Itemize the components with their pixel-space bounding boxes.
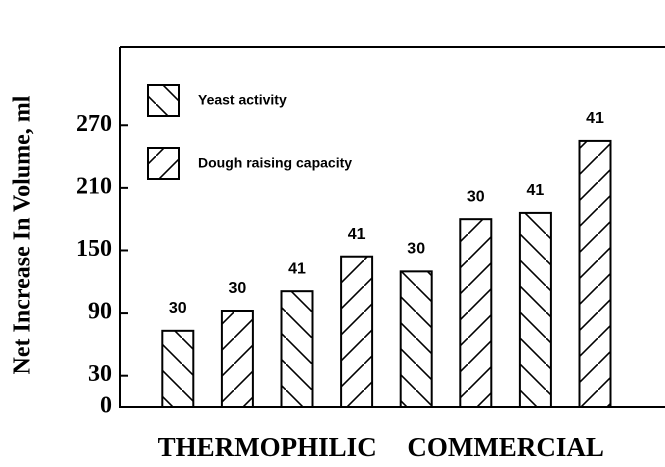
- y-tick-label: 210: [76, 173, 112, 199]
- bar: [280, 290, 314, 409]
- y-tick-label: 270: [76, 111, 112, 137]
- bar-label: 30: [467, 188, 485, 205]
- bar-label: 41: [288, 260, 306, 277]
- y-axis-label: Net Increase In Volume, ml: [10, 95, 36, 374]
- bar-label: 30: [229, 280, 247, 297]
- bar: [459, 218, 493, 408]
- legend-label: Yeast activity: [198, 92, 287, 108]
- y-tick-label: 30: [88, 361, 112, 387]
- bar-label: 30: [407, 241, 425, 258]
- bar: [340, 255, 374, 408]
- y-tick-label: 90: [88, 299, 112, 325]
- bar: [220, 310, 254, 408]
- legend-label: Dough raising capacity: [198, 155, 352, 171]
- bar-label: 41: [348, 226, 366, 243]
- bar: [518, 211, 552, 408]
- bar: [399, 270, 433, 409]
- x-group-label: COMMERCIAL: [407, 432, 604, 462]
- legend-swatch: [147, 84, 180, 117]
- bar-label: 41: [586, 110, 604, 127]
- bar: [161, 329, 195, 408]
- bar: [578, 139, 612, 408]
- bar-label: 41: [527, 182, 545, 199]
- legend-swatch: [147, 147, 180, 180]
- bar-label: 30: [169, 300, 187, 317]
- x-group-label: THERMOPHILIC: [158, 432, 377, 462]
- y-tick-label: 0: [100, 393, 112, 419]
- y-tick-label: 150: [76, 236, 112, 262]
